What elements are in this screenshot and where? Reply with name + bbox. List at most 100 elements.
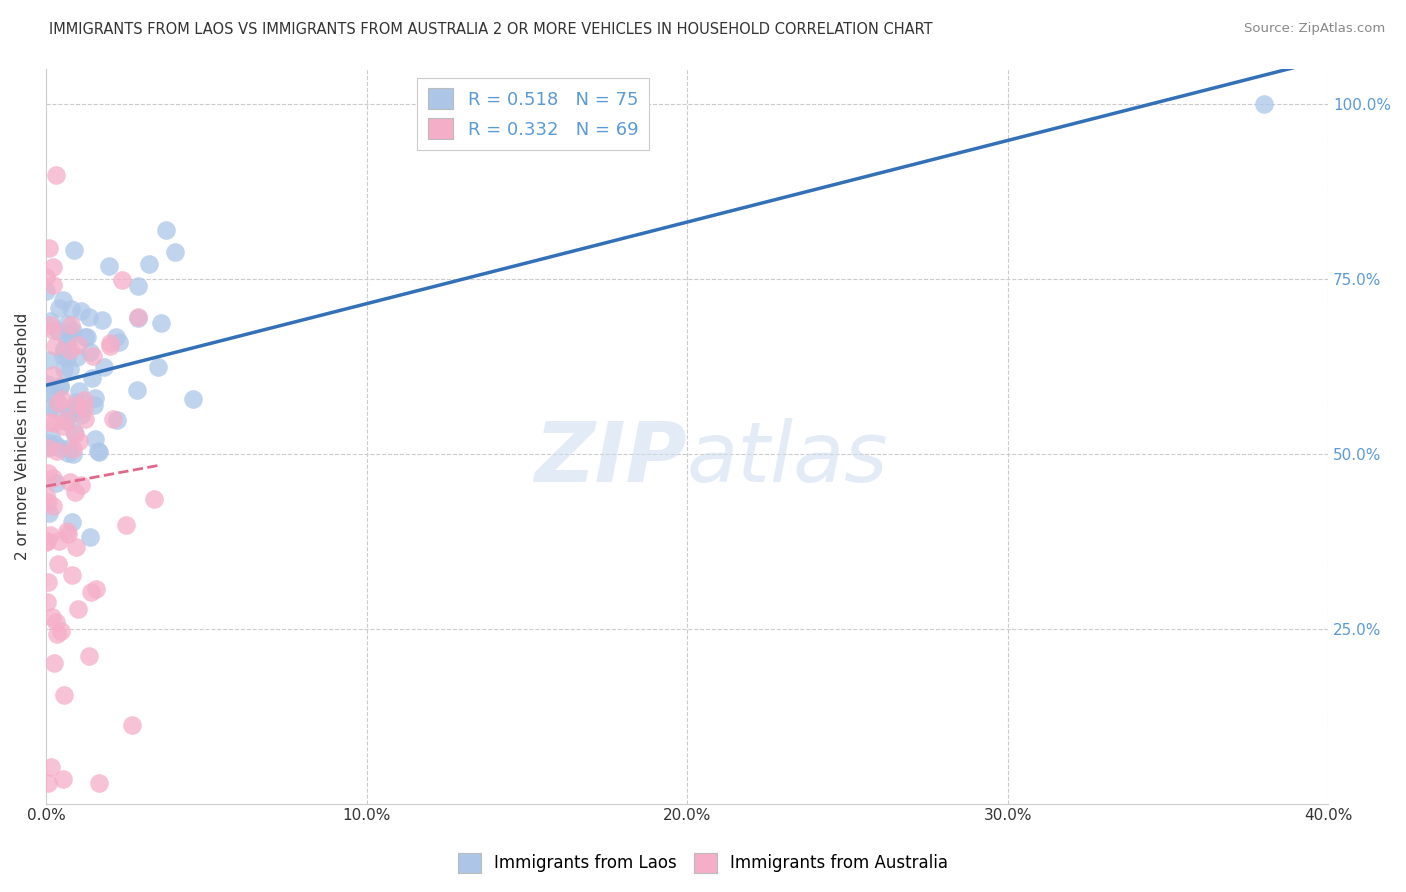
Point [49, 380, 72, 394]
Point [48, 396, 70, 410]
Point [39, 318, 62, 333]
Point [82, 349, 104, 363]
Point [87, 444, 110, 458]
Point [55, 414, 77, 428]
Point [58, 325, 80, 339]
Point [42, 368, 65, 382]
Point [35, 535, 58, 549]
Point [49, 441, 72, 455]
Point [80, 371, 103, 385]
Point [58, 441, 80, 455]
Point [66, 338, 89, 352]
Point [42, 384, 65, 399]
Point [42, 657, 65, 671]
Point [37, 494, 59, 508]
Point [87, 775, 110, 789]
Point [41, 401, 63, 415]
Point [150, 316, 173, 330]
Point [79, 530, 101, 544]
Point [114, 518, 136, 533]
Point [39, 415, 62, 429]
Point [105, 413, 128, 427]
Point [59, 328, 82, 343]
Point [146, 359, 169, 374]
Point [65, 395, 87, 409]
Point [181, 392, 204, 406]
Point [42, 323, 65, 337]
Point [44, 339, 66, 353]
Point [91, 313, 114, 327]
Point [46, 324, 69, 338]
Point [45, 476, 67, 491]
Point [56, 334, 79, 349]
Point [60, 568, 83, 582]
Point [37, 575, 59, 590]
Point [49, 379, 72, 393]
Point [127, 383, 149, 397]
Text: atlas: atlas [688, 417, 889, 499]
Point [73, 330, 96, 344]
Point [59, 475, 82, 490]
Point [38, 353, 60, 368]
Point [48, 533, 70, 548]
Point [59, 406, 82, 420]
Point [35, 488, 58, 502]
Point [38, 506, 60, 520]
Point [65, 350, 87, 364]
Point [37, 441, 59, 455]
Point [44, 437, 66, 451]
Point [111, 273, 134, 287]
Point [46, 558, 69, 572]
Point [163, 244, 186, 259]
Point [101, 411, 124, 425]
Point [121, 717, 143, 731]
Point [52, 772, 75, 786]
Point [44, 391, 66, 405]
Point [63, 426, 86, 441]
Point [84, 582, 107, 597]
Point [93, 359, 115, 374]
Point [104, 330, 127, 344]
Point [127, 311, 149, 326]
Point [35, 376, 58, 391]
Point [55, 351, 77, 366]
Text: Source: ZipAtlas.com: Source: ZipAtlas.com [1244, 22, 1385, 36]
Point [38, 528, 60, 542]
Point [127, 279, 149, 293]
Point [41, 610, 63, 624]
Point [35, 284, 58, 298]
Point [45, 168, 67, 182]
Point [52, 342, 75, 356]
Point [35, 270, 58, 285]
Point [37, 466, 59, 480]
Point [56, 446, 79, 460]
Point [38, 314, 60, 328]
Point [59, 301, 82, 316]
Point [77, 310, 100, 325]
Point [66, 602, 89, 616]
Legend: R = 0.518   N = 75, R = 0.332   N = 69: R = 0.518 N = 75, R = 0.332 N = 69 [418, 78, 650, 150]
Point [56, 527, 79, 541]
Point [45, 401, 67, 416]
Point [142, 491, 165, 506]
Point [79, 584, 101, 599]
Point [83, 398, 105, 412]
Point [53, 343, 76, 358]
Point [52, 361, 75, 376]
Text: IMMIGRANTS FROM LAOS VS IMMIGRANTS FROM AUSTRALIA 2 OR MORE VEHICLES IN HOUSEHOL: IMMIGRANTS FROM LAOS VS IMMIGRANTS FROM … [49, 22, 932, 37]
Point [56, 524, 79, 538]
Point [63, 399, 86, 413]
Point [46, 626, 69, 640]
Point [155, 223, 177, 237]
Point [70, 409, 93, 423]
Point [138, 257, 160, 271]
Point [53, 689, 76, 703]
Point [76, 330, 98, 344]
Y-axis label: 2 or more Vehicles in Household: 2 or more Vehicles in Household [15, 312, 30, 559]
Point [48, 301, 70, 315]
Point [35, 595, 58, 609]
Point [52, 419, 75, 434]
Point [77, 648, 100, 663]
Point [63, 425, 86, 439]
Point [73, 392, 96, 407]
